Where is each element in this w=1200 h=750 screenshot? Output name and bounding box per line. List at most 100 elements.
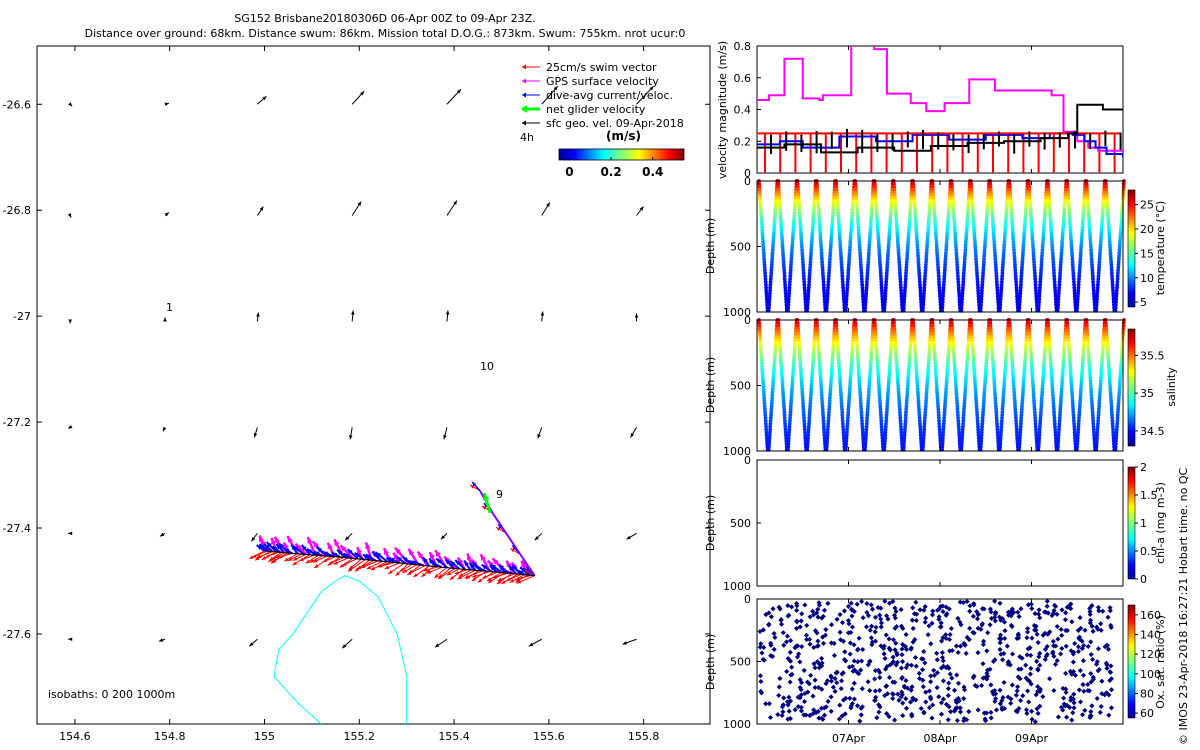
swim-vector-head: [402, 569, 408, 573]
swim-vector-head: [477, 578, 483, 583]
temperature-point: [770, 248, 775, 253]
swim-vector-head: [496, 580, 502, 585]
map-x-tick-label: 155: [254, 730, 275, 743]
temperature-point: [844, 303, 849, 307]
geo-vector-shaft: [717, 427, 722, 433]
temperature-point: [825, 288, 830, 293]
temperature-point: [858, 248, 862, 253]
salinity-colorbar: [1127, 328, 1136, 447]
dive-avg-vector: [278, 542, 290, 554]
temperature-point: [786, 305, 791, 310]
swim-vector-head: [501, 580, 506, 584]
swim-vector: [347, 559, 366, 572]
oxygen-point: [860, 646, 866, 653]
temperature-point: [800, 251, 805, 256]
oxygen-point: [980, 661, 986, 667]
title-line-1: SG152 Brisbane20180306D 06-Apr 00Z to 09…: [234, 12, 536, 25]
temperature-y-tick-label: 500: [730, 241, 751, 254]
geo-vector: [68, 637, 73, 642]
temperature-point: [796, 187, 800, 192]
temperature-point: [786, 297, 791, 302]
chla-colorbar-tick-label: 2: [1140, 461, 1147, 474]
dive-avg-vector: [511, 564, 522, 576]
oxygen-point: [842, 649, 848, 655]
geo-vector-head: [725, 211, 729, 215]
legend-entry-gps: GPS surface velocity: [522, 75, 659, 88]
geo-vector-head: [67, 213, 72, 218]
swim-vector: [270, 552, 288, 564]
temperature-point: [822, 291, 827, 296]
swim-vector-head: [309, 559, 315, 563]
temperature-point: [848, 245, 852, 250]
velocity-y-ticks: 00.20.40.60.8: [734, 40, 761, 180]
temperature-point: [831, 202, 836, 207]
map-frame: [36, 45, 711, 725]
temperature-point: [838, 251, 843, 256]
dive-avg-vector-head: [337, 549, 343, 555]
legend-net-label: net glider velocity: [546, 103, 646, 116]
temperature-point: [782, 265, 786, 270]
oxygen-point: [1020, 693, 1026, 699]
dive-avg-vector: [489, 565, 498, 573]
swim-vector-head: [249, 555, 254, 559]
oxygen-point: [804, 622, 810, 628]
oxygen-point: [825, 698, 831, 704]
geo-vector-head: [249, 642, 254, 647]
oxygen-point: [757, 644, 763, 650]
temperature-point: [822, 288, 826, 293]
temperature-point: [810, 228, 815, 232]
oxygen-point: [928, 641, 934, 647]
dive-avg-vector: [258, 543, 270, 552]
temperature-point: [813, 193, 817, 198]
oxygen-point: [819, 655, 825, 661]
chla-ylabel: Depth (m): [704, 495, 717, 551]
dive-avg-vector: [385, 556, 395, 564]
oxygen-point: [955, 680, 962, 686]
swim-vector: [395, 563, 409, 577]
oxygen-point: [909, 617, 915, 623]
temperature-point: [839, 265, 844, 270]
swim-vector: [458, 569, 472, 577]
temperature-point: [821, 282, 826, 287]
geo-vector: [636, 85, 654, 105]
temperature-point: [847, 256, 852, 261]
oxygen-point: [898, 665, 904, 671]
temperature-point: [855, 216, 860, 221]
temperature-point: [841, 291, 846, 296]
temperature-point: [850, 210, 855, 215]
geo-vector: [634, 313, 639, 322]
temperature-point: [789, 259, 794, 264]
temperature-point: [829, 242, 833, 247]
temperature-point: [831, 199, 836, 204]
oxygen-point: [834, 616, 840, 622]
oxygen-point: [779, 712, 785, 719]
oxygen-point: [877, 675, 883, 681]
velocity-y-tick-label: 0.2: [734, 135, 752, 148]
contour-label-1: 1: [166, 301, 173, 314]
oxygen-point: [890, 695, 896, 702]
velocity-series-line: [757, 132, 1123, 158]
swim-vector: [388, 562, 405, 575]
temperature-point: [844, 300, 849, 304]
temperature-point: [831, 210, 835, 215]
temperature-point: [826, 285, 830, 290]
swim-vector: [333, 557, 349, 565]
oxygen-point: [1002, 628, 1008, 634]
temperature-point: [773, 207, 778, 212]
temperature-point: [856, 228, 861, 232]
oxygen-point: [873, 624, 879, 630]
temperature-point: [810, 231, 815, 235]
map-x-tick-label: 155.4: [438, 730, 470, 743]
temperature-point: [827, 268, 832, 273]
temperature-point: [763, 271, 767, 276]
temperature-point: [834, 187, 839, 192]
salinity-colorbar-tick-label: 35: [1140, 387, 1154, 400]
temperature-point: [779, 222, 783, 227]
dive-avg-vector-head: [354, 552, 360, 558]
oxygen-point: [921, 710, 927, 716]
swim-vector-head: [438, 574, 443, 578]
temperature-point: [835, 193, 839, 198]
oxygen-point: [784, 633, 790, 639]
oxygen-point: [801, 667, 807, 673]
